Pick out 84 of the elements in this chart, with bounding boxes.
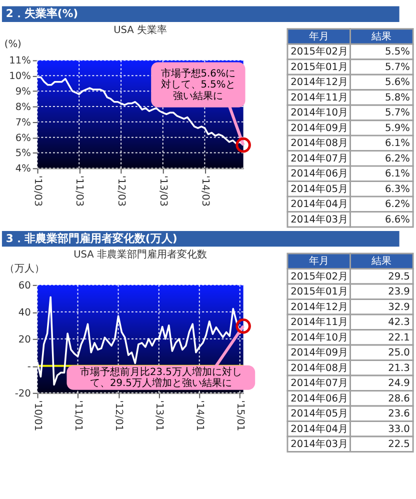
text: 2014年09月 bbox=[290, 122, 348, 134]
x-tick-label: '10/03 bbox=[32, 176, 43, 206]
x-tick-label: '13/01 bbox=[153, 400, 164, 432]
text: 2014年10月 bbox=[290, 106, 348, 119]
text: 2014年10月 bbox=[290, 331, 348, 344]
x-tick-label: '11/03 bbox=[74, 176, 85, 206]
text: 22.1 bbox=[388, 332, 410, 344]
text: 2014年11月 bbox=[290, 91, 348, 104]
y-tick-label: 60 bbox=[18, 280, 31, 292]
text: 33.0 bbox=[388, 424, 410, 435]
text: 結果 bbox=[370, 256, 392, 268]
text: 5.8% bbox=[385, 92, 410, 104]
y-tick-label: 20 bbox=[18, 334, 31, 346]
y-tick-label: 7% bbox=[15, 117, 31, 128]
text: 5.9% bbox=[385, 122, 410, 134]
x-tick-label: '12/01 bbox=[112, 400, 124, 432]
text: 6.2% bbox=[385, 153, 410, 164]
text: 28.6 bbox=[388, 393, 410, 404]
text: 2014年07月 bbox=[290, 377, 348, 390]
text: 2015年01月 bbox=[290, 286, 348, 298]
text: 2014年05月 bbox=[290, 182, 348, 195]
chart-title: USA 非農業部門雇用者変化数 bbox=[74, 248, 207, 260]
text: 6.1% bbox=[385, 138, 410, 150]
text: 2014年03月 bbox=[290, 213, 348, 226]
text: 2014年11月 bbox=[290, 316, 348, 328]
x-tick-label: '10/01 bbox=[32, 400, 43, 432]
text: 2014年09月 bbox=[290, 346, 348, 359]
text: 2014年06月 bbox=[290, 168, 348, 180]
text: 2014年06月 bbox=[290, 392, 348, 404]
x-tick-label: '15/01 bbox=[234, 400, 246, 432]
x-tick-label: '14/03 bbox=[199, 176, 210, 206]
x-tick-label: '14/01 bbox=[194, 400, 205, 432]
text: 2015年02月 bbox=[290, 270, 348, 282]
text: 29.5 bbox=[388, 271, 410, 282]
text: 2014年04月 bbox=[290, 422, 348, 435]
text: 6.1% bbox=[385, 168, 410, 180]
y-tick-label: 40 bbox=[18, 307, 31, 318]
text: 22.5 bbox=[388, 439, 410, 450]
x-tick-label: '12/03 bbox=[116, 176, 127, 206]
y-tick-label: 8% bbox=[15, 102, 31, 113]
chart-subtitle: 3．非農業部門雇用者変化数(万人) bbox=[6, 232, 178, 245]
text: 6.6% bbox=[385, 214, 410, 226]
x-tick-label: '11/01 bbox=[72, 400, 84, 432]
y-tick-label: 4% bbox=[15, 164, 31, 175]
y-axis-title: （万人） bbox=[4, 264, 44, 275]
text: 42.3 bbox=[388, 317, 410, 328]
text: 2014年12月 bbox=[290, 300, 348, 313]
text: 5.6% bbox=[385, 77, 410, 88]
text: 6.2% bbox=[385, 199, 410, 210]
text: 結果 bbox=[370, 31, 392, 42]
chart-subtitle: 2．失業率(%) bbox=[6, 7, 78, 20]
text: 2014年03月 bbox=[290, 438, 348, 450]
text: 23.6 bbox=[388, 408, 410, 420]
text: 年月 bbox=[308, 255, 329, 268]
text: 23.9 bbox=[388, 286, 410, 298]
y-tick-label: 6% bbox=[15, 132, 31, 144]
text: 2015年02月 bbox=[290, 46, 348, 58]
y-tick-label: 10% bbox=[9, 71, 31, 82]
text: 21.3 bbox=[388, 362, 410, 374]
text: 32.9 bbox=[388, 302, 410, 313]
text: 2014年08月 bbox=[290, 362, 348, 374]
text: 5.7% bbox=[385, 108, 410, 119]
text: 24.9 bbox=[388, 378, 410, 390]
y-tick-label: 11% bbox=[9, 56, 31, 67]
text: 年月 bbox=[308, 30, 329, 42]
text: 2015年01月 bbox=[290, 60, 348, 73]
text: 5.5% bbox=[385, 46, 410, 58]
y-axis-title: (%) bbox=[4, 39, 22, 50]
annotation: 市場予想5.6%に対して、5.5%と強い結果に bbox=[160, 67, 236, 102]
text: 2014年04月 bbox=[290, 198, 348, 210]
text: 6.3% bbox=[385, 184, 410, 195]
text: 2014年12月 bbox=[290, 76, 348, 88]
y-tick-label: 9% bbox=[15, 86, 31, 98]
text: 25.0 bbox=[388, 348, 410, 359]
text: 2014年05月 bbox=[290, 408, 348, 420]
text: 2014年08月 bbox=[290, 137, 348, 150]
annotation: 市場予想前月比23.5万人増加に対して、29.5万人増加と強い結果に bbox=[80, 366, 242, 390]
x-tick-label: '13/03 bbox=[157, 176, 168, 206]
text: 2014年07月 bbox=[290, 152, 348, 164]
y-tick-label: 5% bbox=[15, 148, 31, 160]
y-tick-label: -20 bbox=[14, 388, 31, 400]
y-tick-label: - bbox=[27, 361, 32, 372]
chart-title: USA 失業率 bbox=[114, 24, 167, 36]
text: 5.7% bbox=[385, 62, 410, 73]
